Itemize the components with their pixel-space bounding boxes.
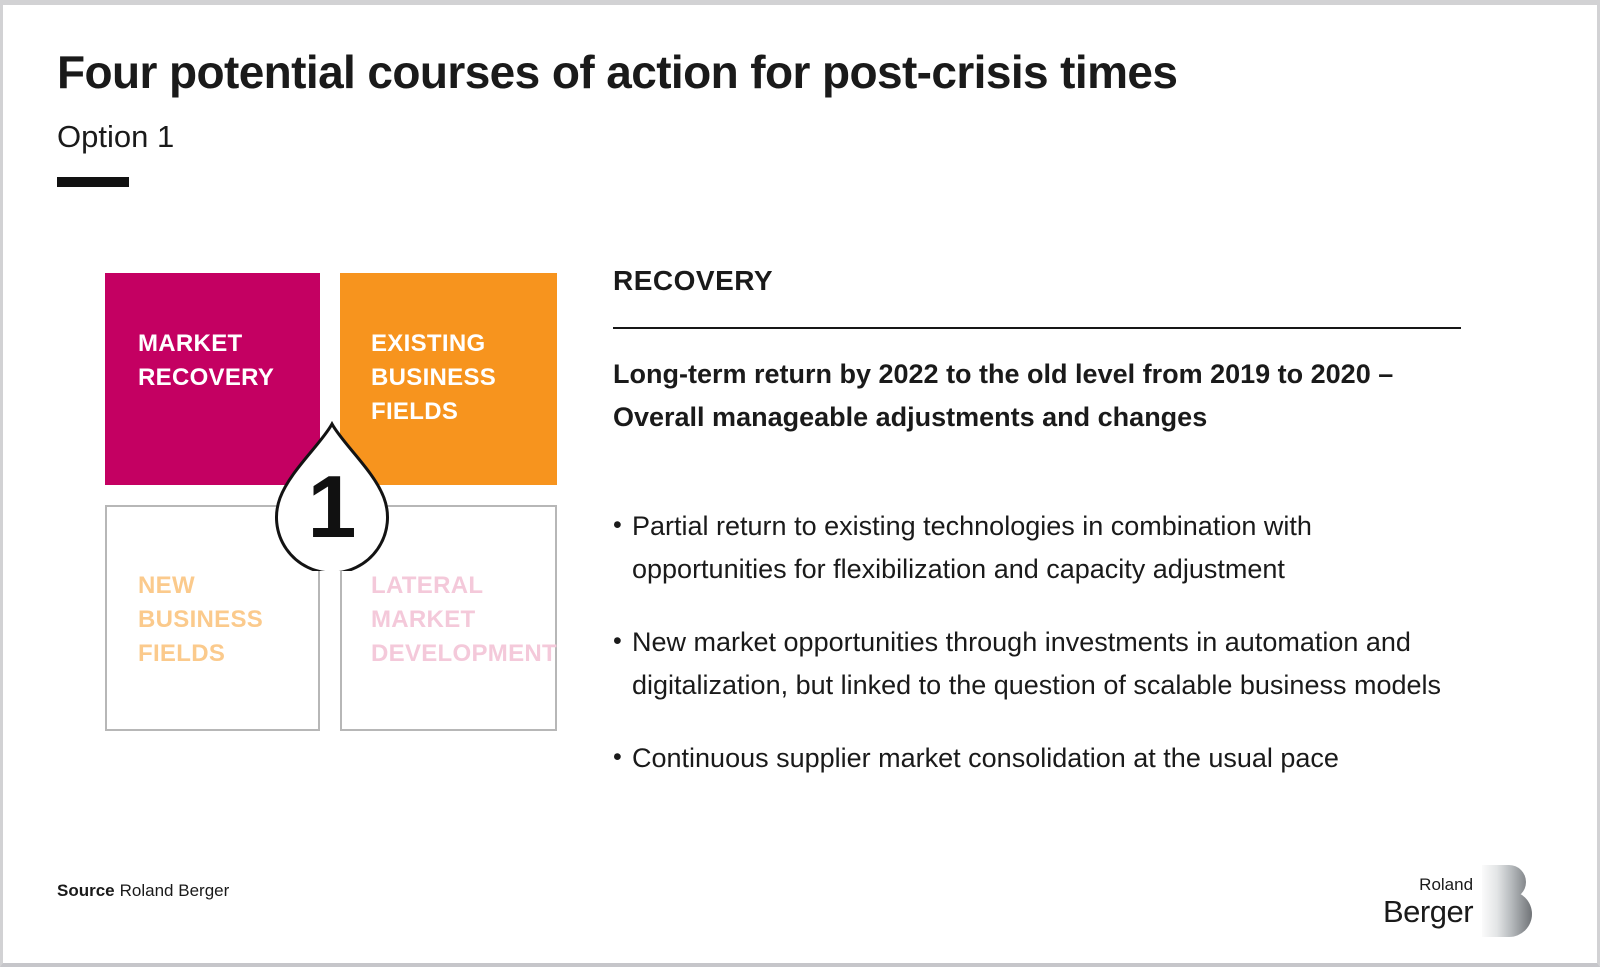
quadrant-label-line: NEW	[138, 572, 195, 599]
option-number-droplet-icon: 1	[269, 419, 395, 571]
roland-berger-logotype: Roland Berger	[1383, 874, 1474, 929]
quadrant-label-line: DEVELOPMENT	[371, 640, 557, 667]
bullet-text: Partial return to existing technologies …	[632, 511, 1312, 584]
bullet-item: Partial return to existing technologies …	[613, 504, 1461, 591]
source-label: Source	[57, 881, 115, 900]
option-badge-number: 1	[308, 457, 357, 556]
quadrant-label-line: MARKET	[138, 330, 243, 357]
source-value: Roland Berger	[119, 881, 230, 900]
logo-word-roland: Roland	[1419, 874, 1474, 894]
quadrant-existing-business-fields: EXISTING BUSINESS FIELDS	[340, 273, 557, 485]
bullet-item: Continuous supplier market consolidation…	[613, 736, 1461, 780]
panel-lead-line: Long-term return by 2022 to the old leve…	[613, 359, 1394, 389]
quadrant-lateral-market-development: LATERAL MARKET DEVELOPMENT	[340, 505, 557, 731]
roland-berger-logo: Roland Berger	[1383, 865, 1533, 937]
quadrant-label-line: FIELDS	[371, 398, 459, 425]
bullet-text: Continuous supplier market consolidation…	[632, 743, 1339, 773]
quadrant-label-line: EXISTING	[371, 330, 486, 357]
panel-divider	[613, 327, 1461, 329]
panel-heading: RECOVERY	[613, 265, 774, 296]
quadrant-market-recovery: MARKET RECOVERY	[105, 273, 320, 485]
quadrant-label-line: MARKET	[371, 606, 476, 633]
panel-lead: Long-term return by 2022 to the old leve…	[613, 353, 1461, 439]
panel-bullet-list: Partial return to existing technologies …	[613, 504, 1461, 780]
bullet-text: New market opportunities through investm…	[632, 627, 1441, 700]
logo-word-berger: Berger	[1383, 893, 1474, 929]
title-underline-bar	[57, 177, 129, 187]
quadrant-label-line: RECOVERY	[138, 364, 275, 391]
bullet-item: New market opportunities through investm…	[613, 620, 1461, 707]
quadrant-matrix: MARKET RECOVERY EXISTING BUSINESS FIELDS…	[105, 273, 557, 731]
page-subtitle: Option 1	[57, 119, 175, 154]
panel-lead-line: Overall manageable adjustments and chang…	[613, 402, 1208, 432]
source-line: Source Roland Berger	[57, 881, 229, 901]
quadrant-label-line: FIELDS	[138, 640, 226, 667]
quadrant-label-line: LATERAL	[371, 572, 484, 599]
quadrant-label-line: BUSINESS	[371, 364, 497, 391]
recovery-panel: RECOVERY Long-term return by 2022 to the…	[613, 265, 1461, 810]
quadrant-label-line: BUSINESS	[138, 606, 264, 633]
page-title: Four potential courses of action for pos…	[57, 46, 1178, 98]
roland-berger-b-mark-icon	[1482, 865, 1533, 937]
